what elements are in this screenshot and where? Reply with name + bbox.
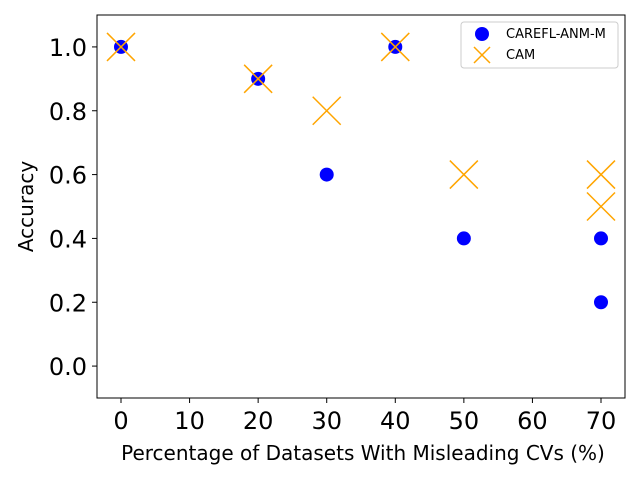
x-tick-label: 60 [517, 407, 548, 435]
y-tick-label: 0.4 [49, 225, 87, 253]
y-tick-label: 0.8 [49, 98, 87, 126]
x-tick-label: 10 [174, 407, 205, 435]
carefl-anm-m-point [594, 295, 608, 310]
x-axis-title: Percentage of Datasets With Misleading C… [121, 441, 605, 465]
plot-frame [96, 14, 626, 399]
legend-label-carefl-anm-m: CAREFL-ANM-M [506, 27, 606, 42]
x-tick-label: 20 [243, 407, 274, 435]
cam-point [586, 191, 616, 222]
y-tick-label: 0.2 [49, 289, 87, 317]
legend-label-cam: CAM [506, 48, 535, 63]
y-tick-label: 0.6 [49, 162, 87, 190]
legend-marker-carefl-anm-m [475, 27, 489, 41]
y-tick-label: 0.0 [49, 353, 87, 381]
y-axis-title: Accuracy [14, 161, 38, 252]
legend-marker-cam [473, 46, 491, 64]
x-tick-label: 50 [449, 407, 480, 435]
carefl-anm-m-point [319, 167, 334, 182]
cam-point [586, 160, 616, 190]
carefl-anm-m-point [456, 231, 471, 246]
y-tick-label: 1.0 [49, 34, 87, 62]
cam-point [312, 96, 342, 126]
legend: CAREFL-ANM-M CAM [460, 21, 619, 69]
plot-marks [106, 32, 616, 310]
cam-point [106, 32, 136, 62]
axis-ticks: 0 10 20 30 40 50 60 70 0.0 0.2 0.4 0.6 0.8 1.0 [49, 34, 616, 435]
cam-point [243, 64, 273, 94]
x-tick-label: 30 [311, 407, 342, 435]
x-tick-label: 0 [113, 407, 128, 435]
legend-box [460, 21, 619, 69]
x-tick-label: 70 [586, 407, 617, 435]
x-tick-label: 40 [380, 407, 411, 435]
carefl-anm-m-point [594, 231, 608, 246]
cam-point [380, 32, 410, 62]
cam-point [449, 160, 479, 190]
